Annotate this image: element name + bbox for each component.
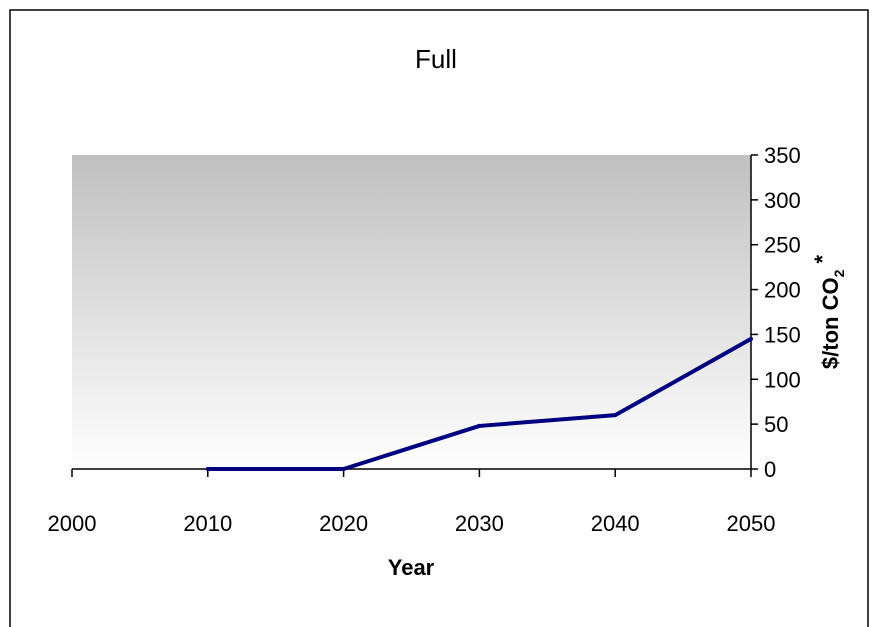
data-point: [613, 413, 618, 418]
y-tick-label: 150: [764, 322, 801, 347]
series-layer: [205, 336, 753, 471]
y-axis-title-subscript: 2: [831, 269, 847, 277]
y-tick-label: 50: [764, 412, 788, 437]
y-tick-label: 300: [764, 188, 801, 213]
x-tick-label: 2050: [727, 511, 776, 536]
x-axis-title: Year: [388, 555, 435, 580]
x-tick-label: 2030: [455, 511, 504, 536]
x-tick-label: 2020: [319, 511, 368, 536]
data-point: [749, 336, 753, 341]
x-ticks: 2000 2010 2020 2030 2040 2050: [48, 469, 776, 536]
y-axis-title-suffix: *: [810, 254, 835, 269]
plot-area: [72, 155, 751, 469]
x-tick-label: 2010: [183, 511, 232, 536]
data-point: [477, 423, 482, 428]
y-tick-label: 0: [764, 457, 776, 482]
y-tick-label: 200: [764, 278, 801, 303]
y-tick-label: 250: [764, 233, 801, 258]
y-axis-title: $/ton CO2 *: [810, 254, 847, 369]
y-axis-title-main: $/ton CO: [818, 277, 843, 369]
y-tick-label: 350: [764, 143, 801, 168]
chart-title: Full: [415, 44, 457, 74]
svg-text:$/ton CO2 *: $/ton CO2 *: [810, 254, 847, 369]
x-tick-label: 2040: [591, 511, 640, 536]
y-ticks: 0 50 100 150 200 250 300 350: [751, 143, 801, 482]
x-tick-label: 2000: [48, 511, 97, 536]
y-tick-label: 100: [764, 367, 801, 392]
data-point: [205, 467, 210, 471]
data-point: [341, 467, 346, 471]
